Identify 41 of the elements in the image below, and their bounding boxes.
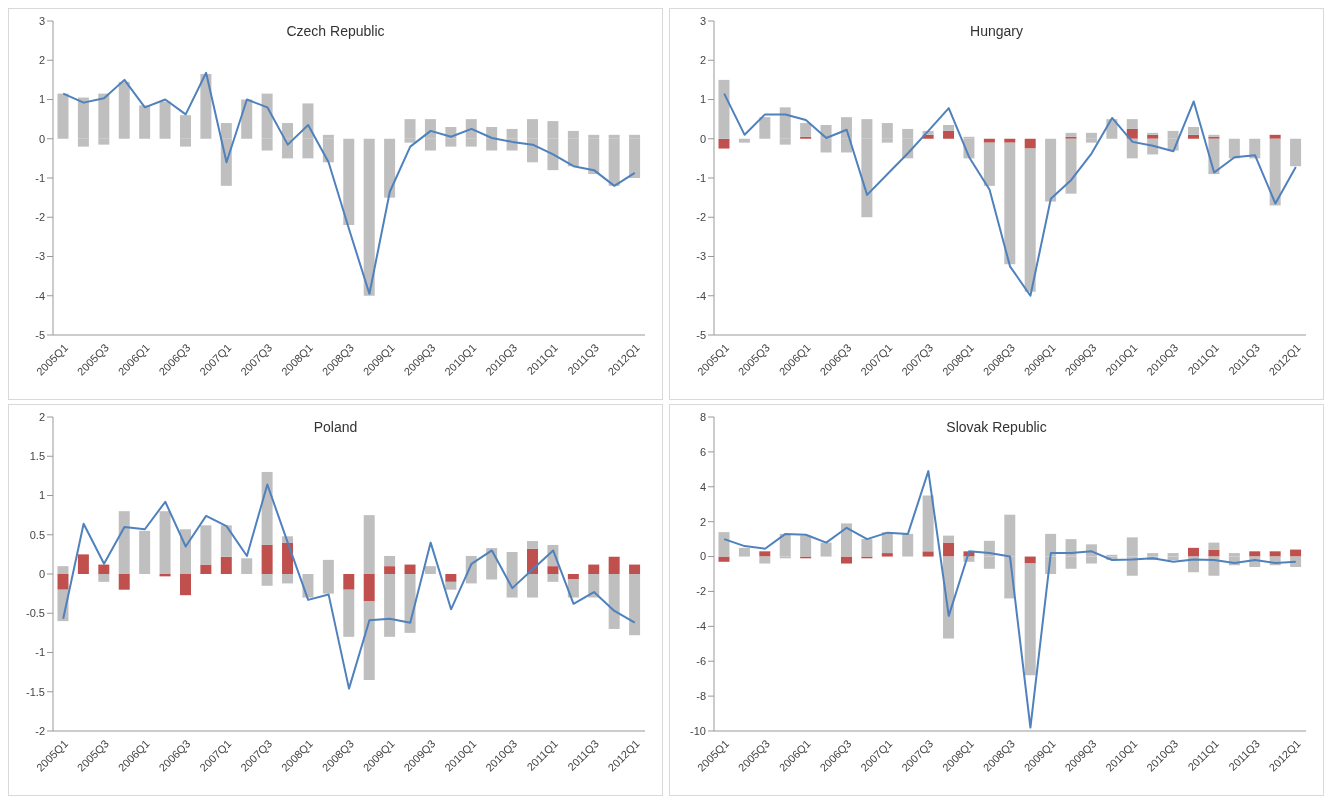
y-tick-label: 1: [38, 489, 45, 502]
y-tick-label: 0: [38, 567, 45, 580]
y-tick-label: -1: [35, 646, 45, 659]
y-tick-label: -3: [35, 250, 45, 263]
y-tick-label: 8: [699, 410, 706, 423]
y-tick-label: 2: [699, 515, 706, 528]
y-tick-label: -1: [696, 171, 706, 184]
y-tick-label: 0: [699, 550, 706, 563]
y-tick-label: 2: [38, 410, 45, 423]
y-tick-label: 1.5: [29, 450, 45, 463]
chart-title: Czech Republic: [286, 23, 385, 39]
chart-title: Slovak Republic: [946, 419, 1047, 435]
y-tick-label: 0.5: [29, 528, 45, 541]
y-tick-label: -5: [696, 328, 706, 341]
y-tick-label: 2: [699, 54, 706, 67]
chart-title: Poland: [313, 419, 358, 435]
y-tick-label: -1.5: [26, 685, 45, 698]
y-tick-label: -4: [696, 620, 706, 633]
y-tick-label: -2: [696, 211, 706, 224]
y-tick-label: -6: [696, 655, 706, 668]
y-tick-label: -10: [690, 724, 706, 737]
y-tick-label: -1: [35, 171, 45, 184]
y-tick-label: 1: [38, 93, 45, 106]
y-tick-label: -8: [696, 690, 706, 703]
y-tick-label: 1: [699, 93, 706, 106]
y-tick-label: -2: [696, 585, 706, 598]
y-tick-label: -0.5: [26, 607, 45, 620]
y-tick-label: -2: [35, 211, 45, 224]
y-tick-label: -2: [35, 724, 45, 737]
chart-title: Hungary: [970, 23, 1023, 39]
y-tick-label: 3: [38, 14, 45, 27]
y-tick-label: 0: [38, 132, 45, 145]
y-tick-label: 0: [699, 132, 706, 145]
y-tick-label: 3: [699, 14, 706, 27]
y-tick-label: -4: [696, 289, 706, 302]
y-tick-label: 2: [38, 54, 45, 67]
y-tick-label: 4: [699, 480, 706, 493]
y-tick-label: -5: [35, 328, 45, 341]
y-tick-label: -4: [35, 289, 45, 302]
y-tick-label: 6: [699, 445, 706, 458]
y-tick-label: -3: [696, 250, 706, 263]
